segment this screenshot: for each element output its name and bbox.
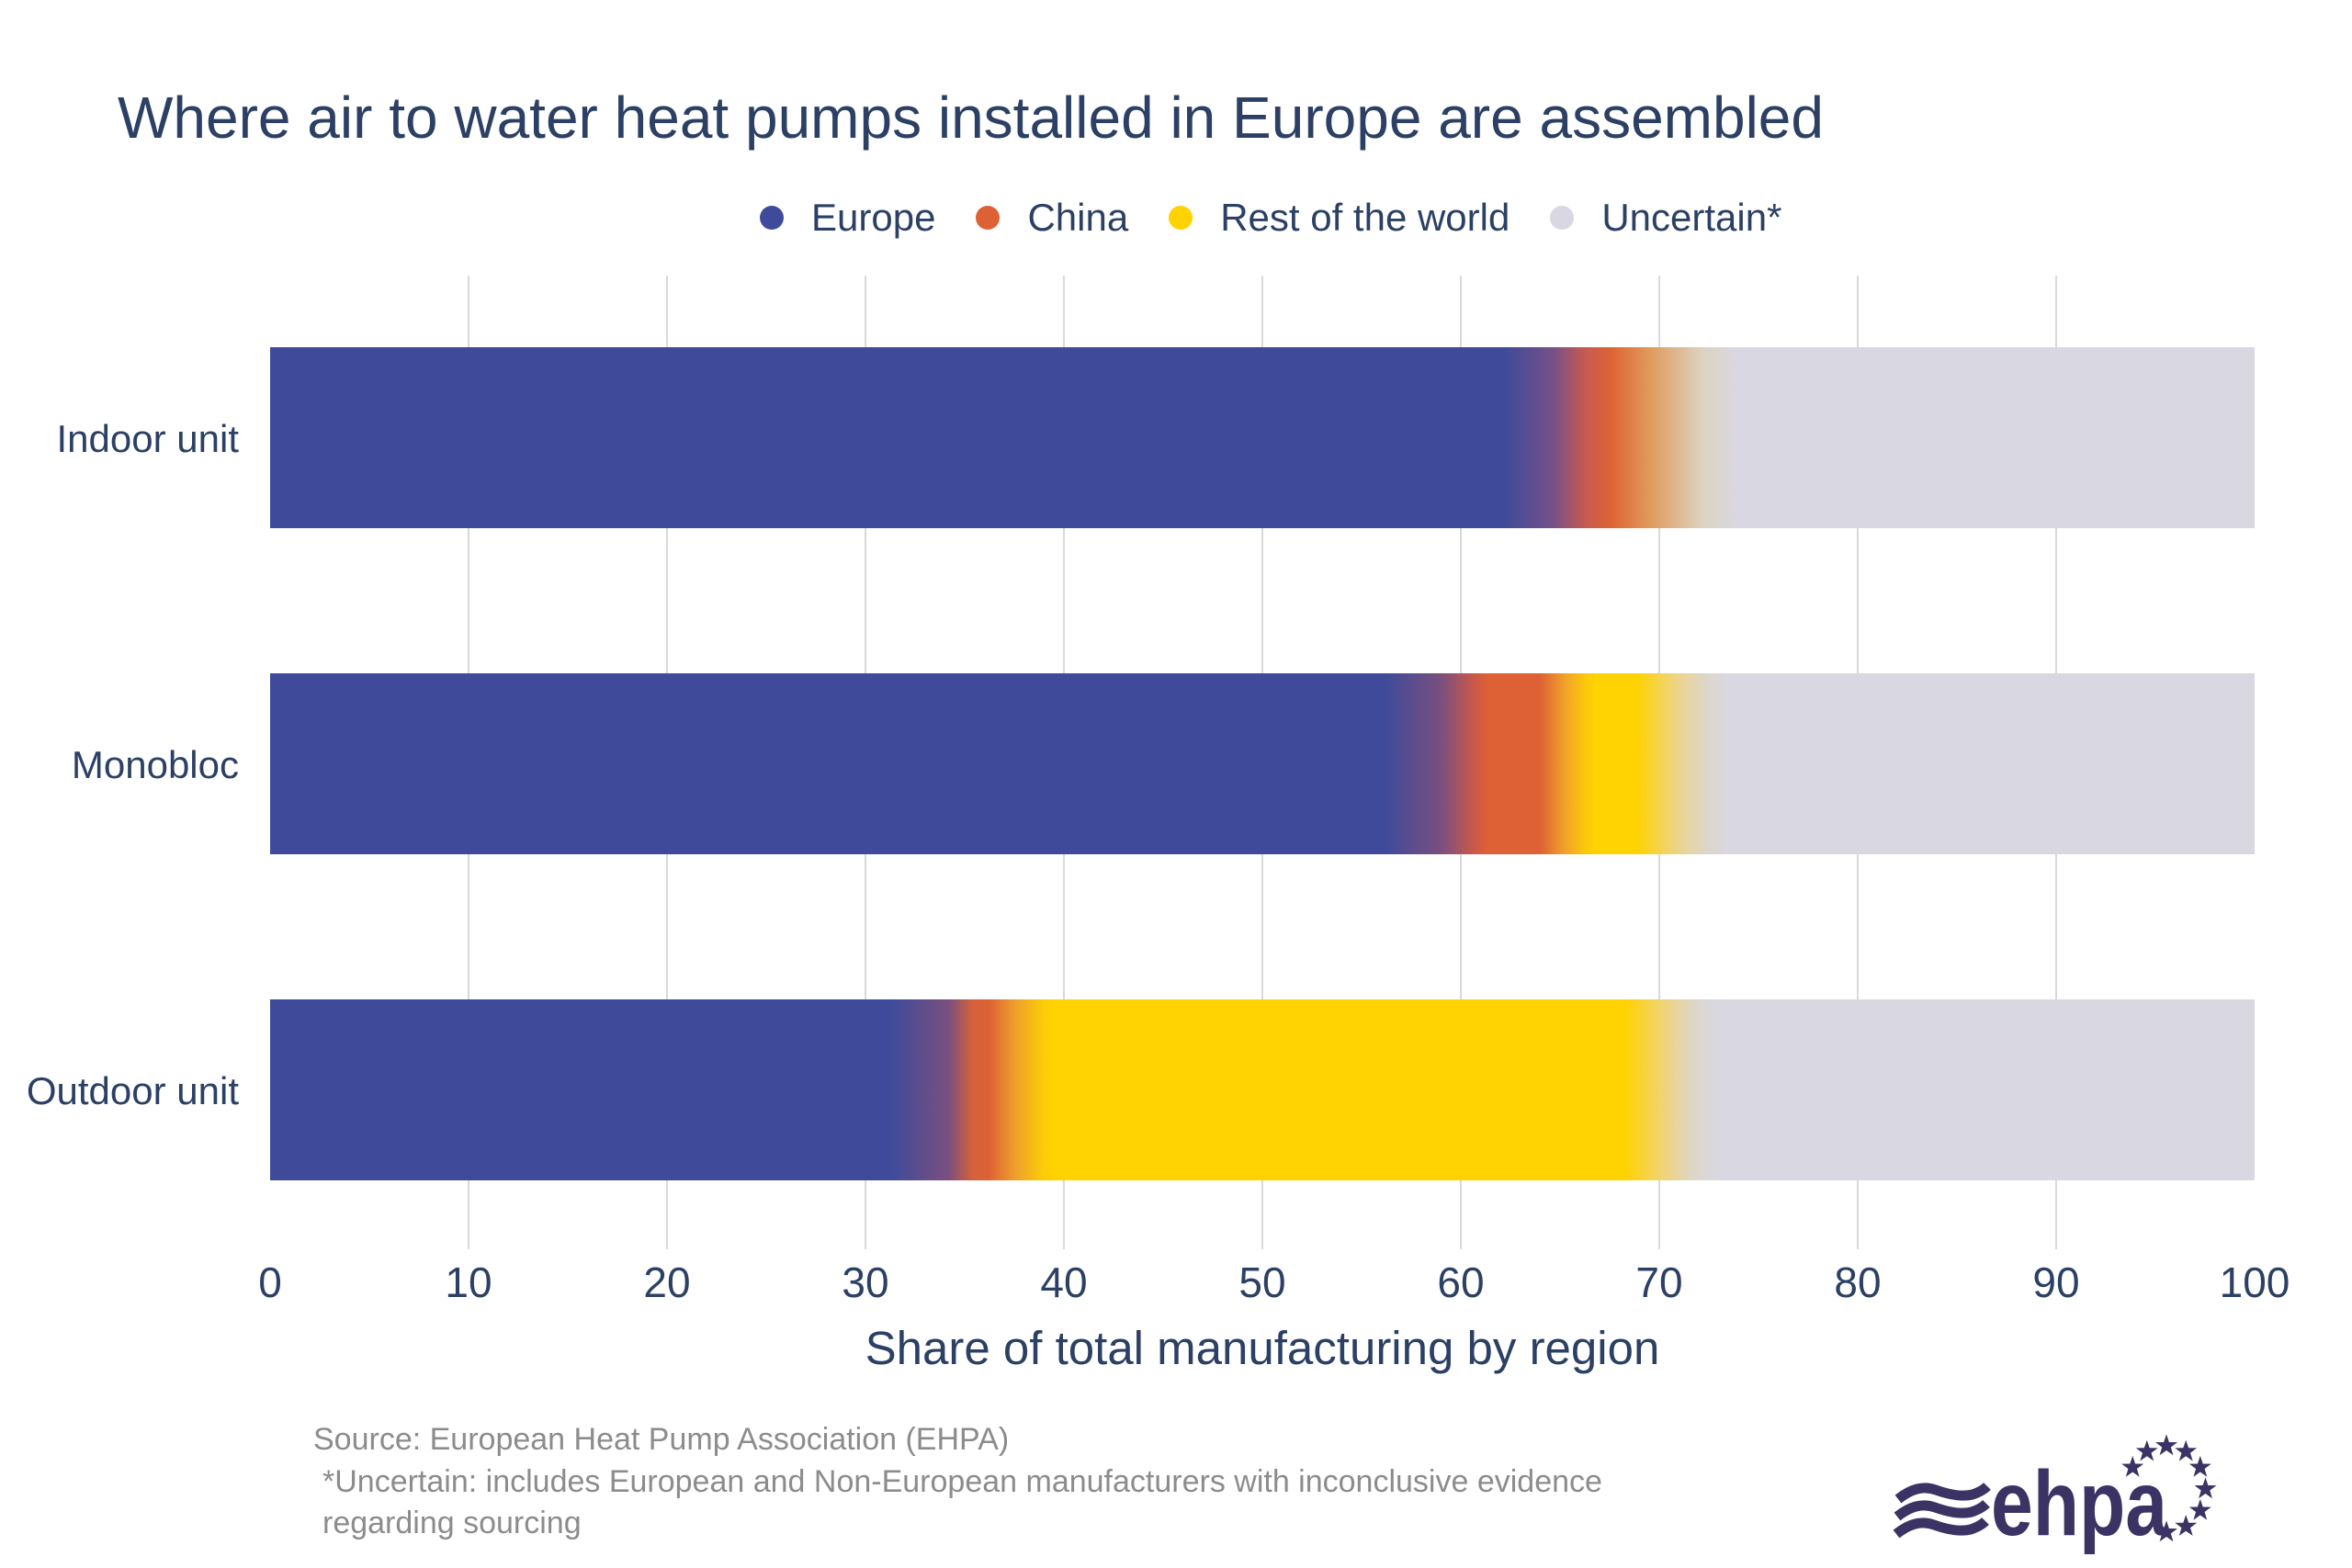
svg-text:ehpa: ehpa xyxy=(1991,1452,2168,1555)
